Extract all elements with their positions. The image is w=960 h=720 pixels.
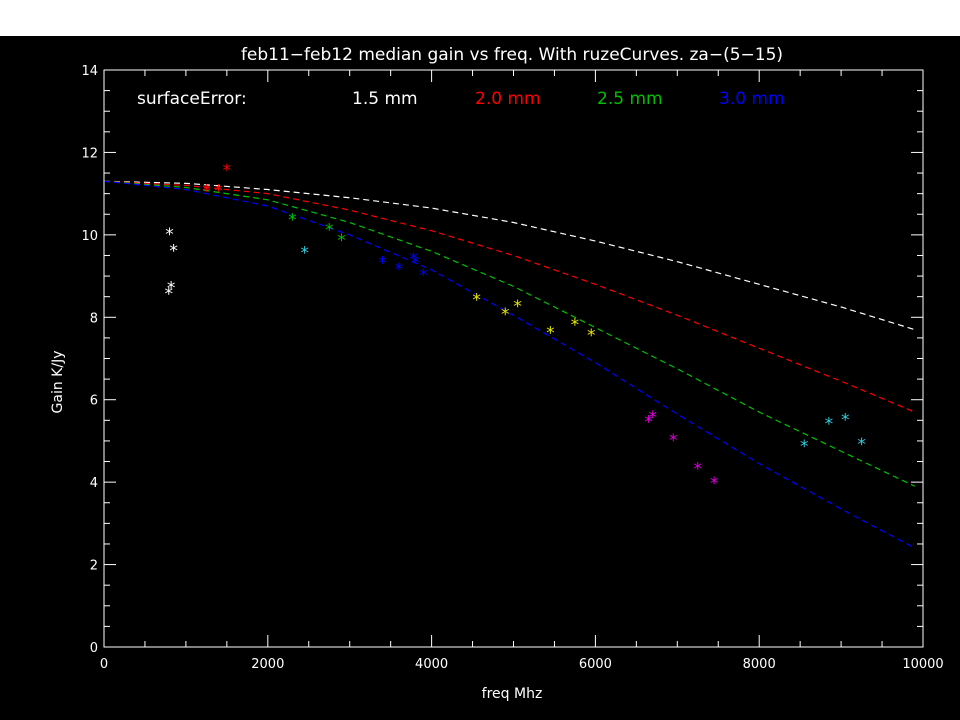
legend-entry: 2.0 mm — [475, 89, 541, 109]
x-axis-label: freq Mhz — [482, 686, 543, 702]
y-tick-label: 2 — [90, 559, 98, 574]
y-tick-label: 0 — [90, 641, 98, 656]
data-point: * — [800, 437, 809, 457]
legend-entry: 3.0 mm — [719, 89, 785, 109]
ruze-curve — [103, 180, 916, 549]
data-point: * — [288, 210, 297, 230]
data-point: * — [825, 414, 834, 434]
data-points: ***** ******* ****** ** ********* ** — [164, 161, 865, 494]
ruze-curve — [103, 180, 916, 487]
axes-frame: 0 2000 4000 6000 8000 10000 0 2 4 6 8 10 12 14 — [81, 64, 943, 672]
data-point: * — [411, 254, 420, 274]
data-point: * — [169, 241, 178, 261]
data-point: * — [857, 435, 866, 455]
y-tick-label: 10 — [81, 229, 98, 244]
chart-title: feb11−feb12 median gain vs freq. With ru… — [241, 45, 783, 65]
data-point: * — [214, 182, 223, 202]
data-point: * — [644, 412, 653, 432]
data-point: * — [378, 254, 387, 274]
chart-canvas: feb11−feb12 median gain vs freq. With ru… — [0, 36, 960, 720]
data-point: * — [710, 474, 719, 494]
data-point: * — [501, 305, 510, 325]
data-point: * — [571, 315, 580, 335]
x-tick-label: 10000 — [902, 657, 943, 672]
y-tick-label: 8 — [90, 311, 98, 326]
data-point: * — [841, 410, 850, 430]
data-point: * — [223, 161, 232, 181]
data-point: * — [337, 231, 346, 251]
legend-title: surfaceError: — [137, 89, 247, 109]
y-tick-label: 14 — [81, 64, 98, 79]
y-axis-label: Gain K/Jy — [50, 351, 66, 414]
data-point: * — [648, 408, 657, 428]
gain-vs-freq-chart: feb11−feb12 median gain vs freq. With ru… — [50, 45, 944, 702]
data-point: * — [395, 260, 404, 280]
data-point: * — [202, 182, 211, 202]
x-tick-label: 4000 — [415, 657, 448, 672]
data-point: * — [419, 266, 428, 286]
y-tick-label: 12 — [81, 146, 98, 161]
data-point: * — [513, 297, 522, 317]
data-point: * — [472, 291, 481, 311]
x-tick-label: 0 — [100, 657, 108, 672]
legend: 1.5 mm 2.0 mm 2.5 mm 3.0 mm — [352, 89, 785, 109]
data-point: * — [325, 221, 334, 241]
data-point: * — [546, 324, 555, 344]
y-tick-label: 4 — [90, 476, 98, 491]
data-point: * — [164, 285, 173, 305]
plot-frame — [103, 69, 924, 648]
data-point: * — [409, 250, 418, 270]
data-point: * — [587, 326, 596, 346]
model-curves — [103, 180, 916, 549]
ruze-curve — [103, 180, 916, 413]
x-tick-label: 6000 — [579, 657, 612, 672]
data-point: * — [167, 278, 176, 298]
legend-entry: 1.5 mm — [352, 89, 418, 109]
y-tick-label: 6 — [90, 394, 98, 409]
data-point: * — [694, 460, 703, 480]
data-point: * — [669, 431, 678, 451]
data-point: * — [300, 243, 309, 263]
x-tick-label: 2000 — [251, 657, 284, 672]
legend-entry: 2.5 mm — [597, 89, 663, 109]
data-point: * — [165, 225, 174, 245]
x-tick-label: 8000 — [743, 657, 776, 672]
ruze-curve — [103, 180, 915, 331]
